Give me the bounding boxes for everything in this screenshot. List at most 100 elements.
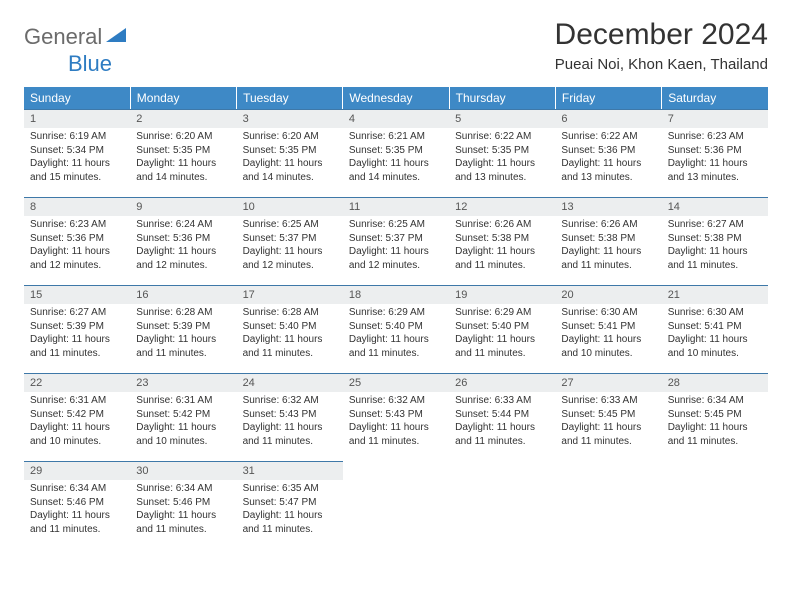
calendar-day-cell: 28Sunrise: 6:34 AMSunset: 5:45 PMDayligh… xyxy=(662,373,768,461)
brand-word-2: Blue xyxy=(68,51,112,76)
day-number: 26 xyxy=(449,373,555,392)
day-details: Sunrise: 6:34 AMSunset: 5:46 PMDaylight:… xyxy=(24,480,130,540)
weekday-header: Friday xyxy=(555,87,661,109)
day-details: Sunrise: 6:34 AMSunset: 5:46 PMDaylight:… xyxy=(130,480,236,540)
calendar-day-cell: .. xyxy=(343,461,449,549)
calendar-day-cell: 22Sunrise: 6:31 AMSunset: 5:42 PMDayligh… xyxy=(24,373,130,461)
calendar-page: General December 2024 Pueai Noi, Khon Ka… xyxy=(0,0,792,567)
calendar-body: 1Sunrise: 6:19 AMSunset: 5:34 PMDaylight… xyxy=(24,109,768,549)
day-details: Sunrise: 6:25 AMSunset: 5:37 PMDaylight:… xyxy=(237,216,343,276)
day-number: 28 xyxy=(662,373,768,392)
day-number: 16 xyxy=(130,285,236,304)
day-number: 21 xyxy=(662,285,768,304)
day-details: Sunrise: 6:31 AMSunset: 5:42 PMDaylight:… xyxy=(24,392,130,452)
calendar-day-cell: 24Sunrise: 6:32 AMSunset: 5:43 PMDayligh… xyxy=(237,373,343,461)
day-number: 3 xyxy=(237,109,343,128)
calendar-day-cell: 6Sunrise: 6:22 AMSunset: 5:36 PMDaylight… xyxy=(555,109,661,197)
day-details: Sunrise: 6:29 AMSunset: 5:40 PMDaylight:… xyxy=(343,304,449,364)
calendar-day-cell: 25Sunrise: 6:32 AMSunset: 5:43 PMDayligh… xyxy=(343,373,449,461)
month-title: December 2024 xyxy=(555,18,768,52)
day-number: 14 xyxy=(662,197,768,216)
calendar-day-cell: .. xyxy=(449,461,555,549)
day-number: 23 xyxy=(130,373,236,392)
day-details: Sunrise: 6:20 AMSunset: 5:35 PMDaylight:… xyxy=(130,128,236,188)
calendar-day-cell: 3Sunrise: 6:20 AMSunset: 5:35 PMDaylight… xyxy=(237,109,343,197)
day-details: Sunrise: 6:33 AMSunset: 5:44 PMDaylight:… xyxy=(449,392,555,452)
day-details: Sunrise: 6:21 AMSunset: 5:35 PMDaylight:… xyxy=(343,128,449,188)
day-number: 5 xyxy=(449,109,555,128)
calendar-table: SundayMondayTuesdayWednesdayThursdayFrid… xyxy=(24,87,768,549)
brand-logo: General xyxy=(24,18,132,50)
day-details: Sunrise: 6:28 AMSunset: 5:39 PMDaylight:… xyxy=(130,304,236,364)
day-details: Sunrise: 6:29 AMSunset: 5:40 PMDaylight:… xyxy=(449,304,555,364)
day-details: Sunrise: 6:23 AMSunset: 5:36 PMDaylight:… xyxy=(24,216,130,276)
day-details: Sunrise: 6:24 AMSunset: 5:36 PMDaylight:… xyxy=(130,216,236,276)
calendar-day-cell: 14Sunrise: 6:27 AMSunset: 5:38 PMDayligh… xyxy=(662,197,768,285)
day-number: 1 xyxy=(24,109,130,128)
location-text: Pueai Noi, Khon Kaen, Thailand xyxy=(555,56,768,73)
day-details: Sunrise: 6:35 AMSunset: 5:47 PMDaylight:… xyxy=(237,480,343,540)
day-number: 31 xyxy=(237,461,343,480)
day-details: Sunrise: 6:27 AMSunset: 5:39 PMDaylight:… xyxy=(24,304,130,364)
calendar-day-cell: 31Sunrise: 6:35 AMSunset: 5:47 PMDayligh… xyxy=(237,461,343,549)
calendar-day-cell: .. xyxy=(662,461,768,549)
day-details: Sunrise: 6:26 AMSunset: 5:38 PMDaylight:… xyxy=(555,216,661,276)
calendar-day-cell: 29Sunrise: 6:34 AMSunset: 5:46 PMDayligh… xyxy=(24,461,130,549)
calendar-day-cell: 7Sunrise: 6:23 AMSunset: 5:36 PMDaylight… xyxy=(662,109,768,197)
day-number: 11 xyxy=(343,197,449,216)
calendar-week-row: 8Sunrise: 6:23 AMSunset: 5:36 PMDaylight… xyxy=(24,197,768,285)
day-number: 4 xyxy=(343,109,449,128)
calendar-week-row: 1Sunrise: 6:19 AMSunset: 5:34 PMDaylight… xyxy=(24,109,768,197)
day-number: 25 xyxy=(343,373,449,392)
day-number: 18 xyxy=(343,285,449,304)
day-number: 30 xyxy=(130,461,236,480)
calendar-day-cell: 12Sunrise: 6:26 AMSunset: 5:38 PMDayligh… xyxy=(449,197,555,285)
day-details: Sunrise: 6:22 AMSunset: 5:35 PMDaylight:… xyxy=(449,128,555,188)
day-details: Sunrise: 6:28 AMSunset: 5:40 PMDaylight:… xyxy=(237,304,343,364)
calendar-day-cell: 18Sunrise: 6:29 AMSunset: 5:40 PMDayligh… xyxy=(343,285,449,373)
calendar-day-cell: 1Sunrise: 6:19 AMSunset: 5:34 PMDaylight… xyxy=(24,109,130,197)
weekday-header: Sunday xyxy=(24,87,130,109)
day-number: 8 xyxy=(24,197,130,216)
calendar-day-cell: 17Sunrise: 6:28 AMSunset: 5:40 PMDayligh… xyxy=(237,285,343,373)
day-details: Sunrise: 6:31 AMSunset: 5:42 PMDaylight:… xyxy=(130,392,236,452)
calendar-week-row: 15Sunrise: 6:27 AMSunset: 5:39 PMDayligh… xyxy=(24,285,768,373)
weekday-header: Tuesday xyxy=(237,87,343,109)
calendar-day-cell: 11Sunrise: 6:25 AMSunset: 5:37 PMDayligh… xyxy=(343,197,449,285)
day-details: Sunrise: 6:26 AMSunset: 5:38 PMDaylight:… xyxy=(449,216,555,276)
day-number: 15 xyxy=(24,285,130,304)
day-number: 29 xyxy=(24,461,130,480)
day-number: 2 xyxy=(130,109,236,128)
calendar-day-cell: 13Sunrise: 6:26 AMSunset: 5:38 PMDayligh… xyxy=(555,197,661,285)
calendar-day-cell: 27Sunrise: 6:33 AMSunset: 5:45 PMDayligh… xyxy=(555,373,661,461)
day-details: Sunrise: 6:27 AMSunset: 5:38 PMDaylight:… xyxy=(662,216,768,276)
calendar-day-cell: 4Sunrise: 6:21 AMSunset: 5:35 PMDaylight… xyxy=(343,109,449,197)
calendar-day-cell: 9Sunrise: 6:24 AMSunset: 5:36 PMDaylight… xyxy=(130,197,236,285)
brand-triangle-icon xyxy=(106,26,128,49)
day-details: Sunrise: 6:30 AMSunset: 5:41 PMDaylight:… xyxy=(555,304,661,364)
day-number: 24 xyxy=(237,373,343,392)
calendar-day-cell: 19Sunrise: 6:29 AMSunset: 5:40 PMDayligh… xyxy=(449,285,555,373)
day-details: Sunrise: 6:22 AMSunset: 5:36 PMDaylight:… xyxy=(555,128,661,188)
day-details: Sunrise: 6:33 AMSunset: 5:45 PMDaylight:… xyxy=(555,392,661,452)
day-number: 12 xyxy=(449,197,555,216)
weekday-header: Wednesday xyxy=(343,87,449,109)
calendar-day-cell: 8Sunrise: 6:23 AMSunset: 5:36 PMDaylight… xyxy=(24,197,130,285)
day-number: 27 xyxy=(555,373,661,392)
day-number: 20 xyxy=(555,285,661,304)
calendar-day-cell: 15Sunrise: 6:27 AMSunset: 5:39 PMDayligh… xyxy=(24,285,130,373)
weekday-header: Thursday xyxy=(449,87,555,109)
day-number: 7 xyxy=(662,109,768,128)
day-details: Sunrise: 6:20 AMSunset: 5:35 PMDaylight:… xyxy=(237,128,343,188)
calendar-day-cell: 2Sunrise: 6:20 AMSunset: 5:35 PMDaylight… xyxy=(130,109,236,197)
day-number: 22 xyxy=(24,373,130,392)
day-number: 17 xyxy=(237,285,343,304)
weekday-header: Saturday xyxy=(662,87,768,109)
calendar-day-cell: 10Sunrise: 6:25 AMSunset: 5:37 PMDayligh… xyxy=(237,197,343,285)
day-details: Sunrise: 6:19 AMSunset: 5:34 PMDaylight:… xyxy=(24,128,130,188)
day-number: 9 xyxy=(130,197,236,216)
day-details: Sunrise: 6:34 AMSunset: 5:45 PMDaylight:… xyxy=(662,392,768,452)
calendar-day-cell: 30Sunrise: 6:34 AMSunset: 5:46 PMDayligh… xyxy=(130,461,236,549)
calendar-week-row: 22Sunrise: 6:31 AMSunset: 5:42 PMDayligh… xyxy=(24,373,768,461)
calendar-day-cell: 20Sunrise: 6:30 AMSunset: 5:41 PMDayligh… xyxy=(555,285,661,373)
